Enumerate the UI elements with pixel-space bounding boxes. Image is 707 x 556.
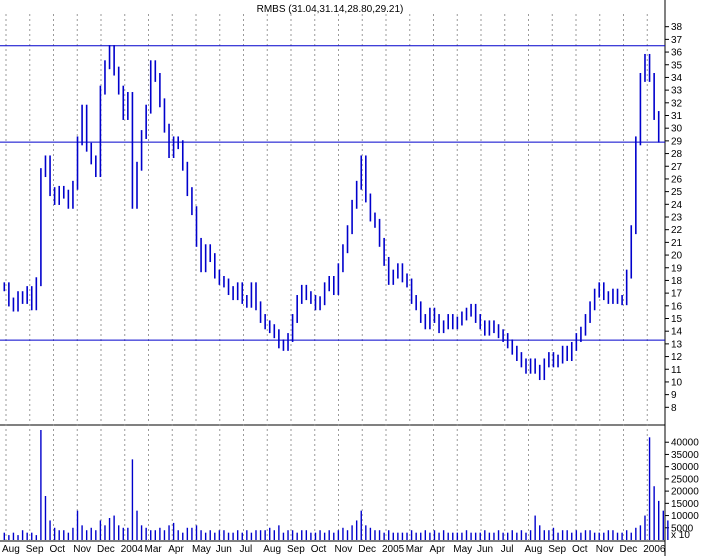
x-tick-label: May xyxy=(453,544,472,555)
volume-tick-label: 5000 xyxy=(671,523,694,534)
volume-tick-label: 20000 xyxy=(671,487,699,498)
x-tick-label: Mar xyxy=(406,544,424,555)
volume-tick-label: 30000 xyxy=(671,462,699,473)
x-tick-label: May xyxy=(192,544,211,555)
y-tick-label: 27 xyxy=(671,162,683,173)
x-tick-label: Jun xyxy=(477,544,493,555)
y-tick-label: 12 xyxy=(671,352,683,363)
volume-tick-label: 15000 xyxy=(671,499,699,510)
x-tick-label: 2004 xyxy=(121,544,144,555)
x-tick-label: Jun xyxy=(216,544,232,555)
x-tick-label: Aug xyxy=(525,544,543,555)
y-tick-label: 21 xyxy=(671,238,683,249)
y-tick-label: 13 xyxy=(671,339,683,350)
chart-title: RMBS (31.04,31.14,28.80,29.21) xyxy=(257,4,404,15)
x-tick-label: Sep xyxy=(26,544,44,555)
volume-tick-label: 25000 xyxy=(671,474,699,485)
x-tick-label: Aug xyxy=(2,544,20,555)
y-tick-label: 20 xyxy=(671,251,683,262)
y-tick-label: 9 xyxy=(671,390,677,401)
y-tick-label: 29 xyxy=(671,136,683,147)
y-tick-label: 38 xyxy=(671,22,683,33)
x-tick-label: Nov xyxy=(73,544,91,555)
y-tick-label: 15 xyxy=(671,314,683,325)
y-tick-label: 8 xyxy=(671,403,677,414)
x-tick-label: Nov xyxy=(596,544,614,555)
y-tick-label: 24 xyxy=(671,200,683,211)
x-tick-label: Oct xyxy=(50,544,66,555)
y-tick-label: 37 xyxy=(671,35,683,46)
x-tick-label: Apr xyxy=(168,544,184,555)
x-tick-label: Oct xyxy=(311,544,327,555)
volume-tick-label: 35000 xyxy=(671,450,699,461)
y-tick-label: 34 xyxy=(671,73,683,84)
y-tick-label: 11 xyxy=(671,365,682,376)
y-tick-label: 28 xyxy=(671,149,683,160)
x-tick-label: 2006 xyxy=(643,544,666,555)
y-tick-label: 18 xyxy=(671,276,683,287)
y-tick-label: 22 xyxy=(671,225,683,236)
x-tick-label: Dec xyxy=(358,544,376,555)
x-tick-label: Dec xyxy=(620,544,638,555)
volume-tick-label: 40000 xyxy=(671,438,699,449)
y-tick-label: 23 xyxy=(671,213,683,224)
x-tick-label: Dec xyxy=(97,544,115,555)
x-tick-label: Mar xyxy=(145,544,163,555)
y-tick-label: 17 xyxy=(671,289,683,300)
volume-unit-label: x 10 xyxy=(671,530,690,541)
y-tick-label: 31 xyxy=(671,111,683,122)
x-tick-label: Apr xyxy=(430,544,446,555)
y-tick-label: 35 xyxy=(671,60,683,71)
y-tick-label: 16 xyxy=(671,301,683,312)
y-tick-label: 26 xyxy=(671,174,683,185)
y-tick-label: 32 xyxy=(671,98,683,109)
y-tick-label: 10 xyxy=(671,377,683,388)
y-tick-label: 36 xyxy=(671,48,683,59)
x-tick-label: Sep xyxy=(287,544,305,555)
y-tick-label: 14 xyxy=(671,327,683,338)
y-tick-label: 19 xyxy=(671,263,683,274)
x-tick-label: Jul xyxy=(240,544,253,555)
volume-tick-label: 10000 xyxy=(671,511,699,522)
y-tick-label: 25 xyxy=(671,187,683,198)
x-tick-label: Nov xyxy=(335,544,353,555)
x-tick-label: Aug xyxy=(263,544,281,555)
x-tick-label: Sep xyxy=(548,544,566,555)
x-tick-label: Jul xyxy=(501,544,514,555)
x-tick-label: 2005 xyxy=(382,544,405,555)
x-tick-label: Oct xyxy=(572,544,588,555)
y-tick-label: 30 xyxy=(671,124,683,135)
y-tick-label: 33 xyxy=(671,86,683,97)
